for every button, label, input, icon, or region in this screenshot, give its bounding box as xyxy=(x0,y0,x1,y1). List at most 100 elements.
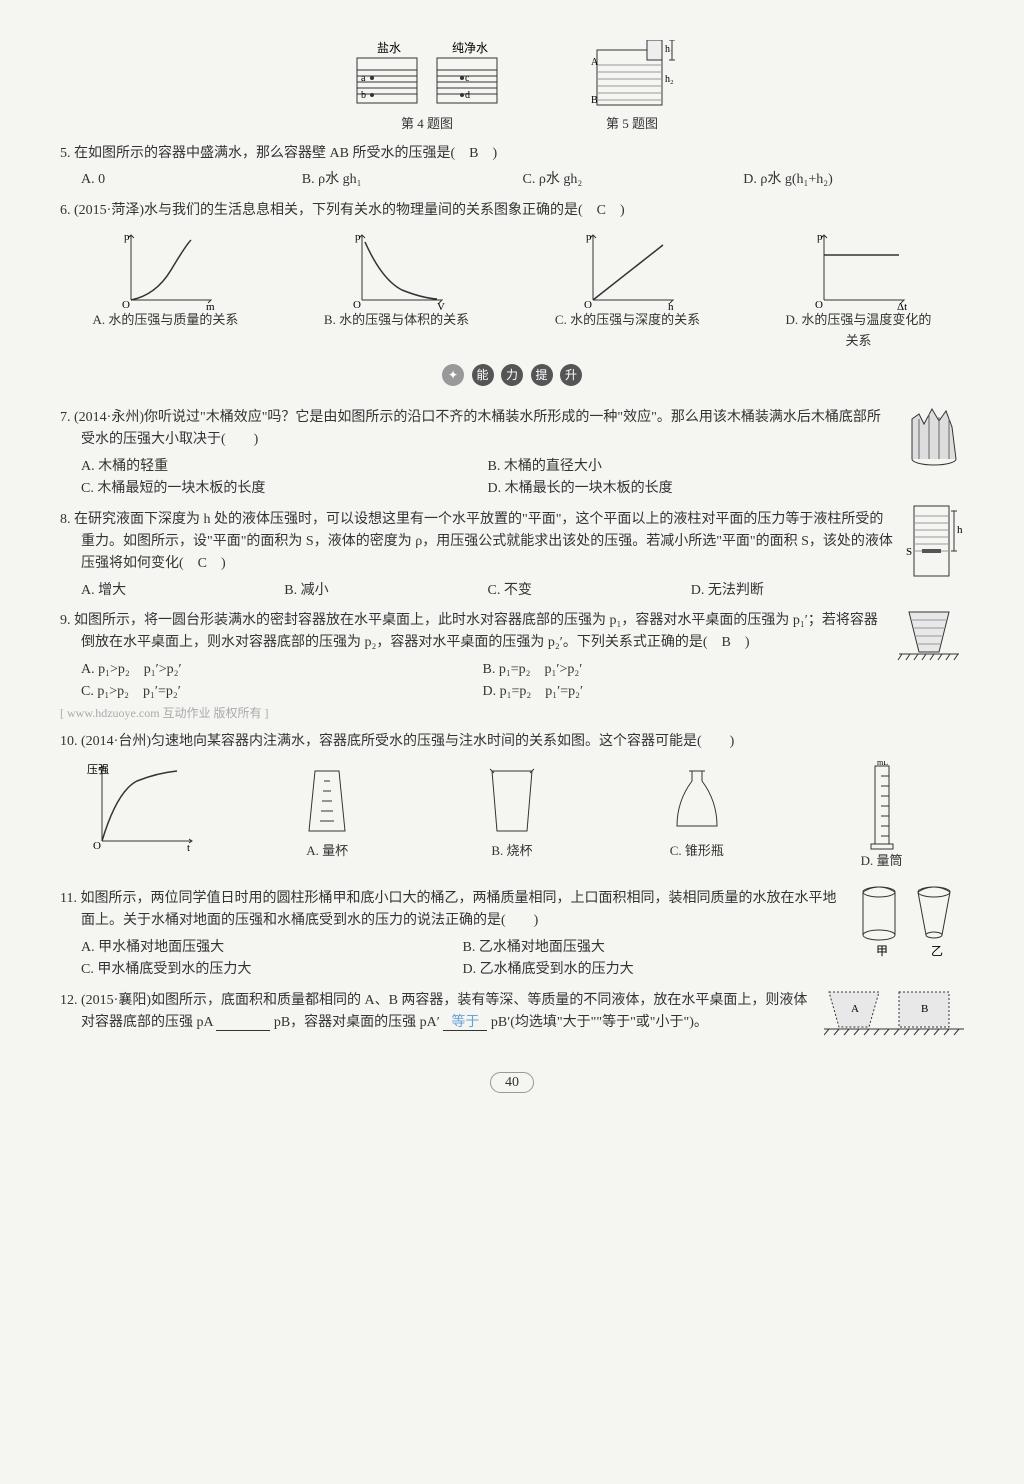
q10-b-label: B. 烧杯 xyxy=(437,841,587,862)
q11-opt-a: A. 甲水桶对地面压强大 xyxy=(81,937,463,959)
q12-mid: pB，容器对桌面的压强 pA′ xyxy=(274,1015,440,1030)
q6-b-label: B. 水的压强与体积的关系 xyxy=(322,310,472,331)
svg-text:p: p xyxy=(355,231,361,243)
svg-text:h: h xyxy=(668,301,674,310)
q7-opt-c: C. 木桶最短的一块木板的长度 xyxy=(81,478,488,500)
q10-d-label: D. 量筒 xyxy=(807,851,957,872)
svg-text:S: S xyxy=(906,546,912,558)
q6-d-label: D. 水的压强与温度变化的关系 xyxy=(784,310,934,352)
q5-opt-a: A. 0 xyxy=(81,169,302,191)
q6-c-label: C. 水的压强与深度的关系 xyxy=(553,310,703,331)
page-number-value: 40 xyxy=(490,1072,534,1093)
fig4-caption: 第 4 题图 xyxy=(337,114,517,135)
svg-text:O: O xyxy=(93,840,101,851)
badge-2: 力 xyxy=(501,364,523,386)
svg-text:a: a xyxy=(361,73,366,84)
badge-1: 能 xyxy=(472,364,494,386)
section-badge: ✦ 能 力 提 升 xyxy=(60,364,964,387)
fig4-left-label: 盐水 xyxy=(377,41,401,55)
svg-text:t: t xyxy=(187,842,190,851)
q8-opt-a: A. 增大 xyxy=(81,580,284,602)
svg-text:O: O xyxy=(122,299,130,310)
q12-blank-2: 等于 xyxy=(443,1015,487,1031)
svg-text:mL: mL xyxy=(877,761,888,767)
svg-text:B: B xyxy=(591,95,598,106)
q10-opt-b: B. 烧杯 xyxy=(437,761,587,872)
q9-opt-c: C. p₁>p₂ p₁′=p₂′ xyxy=(81,681,483,703)
q12-blank-1 xyxy=(216,1015,270,1031)
fig4-right-label: 纯净水 xyxy=(452,41,488,55)
fig5-caption: 第 5 题图 xyxy=(577,114,687,135)
q10-opt-d: mL D. 量筒 xyxy=(807,761,957,872)
page-number: 40 xyxy=(60,1072,964,1094)
q9-opt-d: D. p₁=p₂ p₁′=p₂′ xyxy=(483,681,885,703)
q11-figure: 甲 乙 xyxy=(854,880,964,960)
figure-4: 盐水 纯净水 a b c d 第 4 题图 xyxy=(337,40,517,135)
question-8: 8. 在研究液面下深度为 h 处的液体压强时，可以设想这里有一个水平放置的"平面… xyxy=(60,509,894,576)
q6-graphs: p m O A. 水的压强与质量的关系 p V O B. 水的压强与体积的关系 p h O … xyxy=(60,230,964,352)
svg-text:p: p xyxy=(817,231,823,243)
svg-text:Δt: Δt xyxy=(897,301,907,310)
svg-text:乙: 乙 xyxy=(931,944,943,958)
q7-figure xyxy=(904,399,964,469)
badge-deco-icon: ✦ xyxy=(442,364,464,386)
svg-text:p: p xyxy=(586,231,592,243)
svg-text:m: m xyxy=(206,301,215,310)
q12-end: pB′(均选填"大于""等于"或"小于")。 xyxy=(491,1015,708,1030)
svg-text:O: O xyxy=(815,299,823,310)
q5-opt-b: B. ρ水 gh₁ xyxy=(302,169,523,191)
svg-text:h: h xyxy=(957,524,963,536)
q11-opt-b: B. 乙水桶对地面压强大 xyxy=(463,937,845,959)
q6-graph-c: p h O C. 水的压强与深度的关系 xyxy=(553,230,703,352)
q10-a-label: A. 量杯 xyxy=(252,841,402,862)
q5-options: A. 0 B. ρ水 gh₁ C. ρ水 gh₂ D. ρ水 g(h₁+h₂) xyxy=(81,169,964,191)
question-7: 7. (2014·永州)你听说过"木桶效应"吗？它是由如图所示的沿口不齐的木桶装… xyxy=(60,407,894,452)
badge-4: 升 xyxy=(560,364,582,386)
q7-options: A. 木桶的轻重 B. 木桶的直径大小 C. 木桶最短的一块木板的长度 D. 木… xyxy=(81,456,894,501)
q8-options: A. 增大 B. 减小 C. 不变 D. 无法判断 xyxy=(81,580,894,602)
q9-figure xyxy=(894,602,964,672)
question-11: 11. 如图所示，两位同学值日时用的圆柱形桶甲和底小口大的桶乙，两桶质量相同，上… xyxy=(60,888,844,933)
q9-opt-b: B. p₁=p₂ p₁′>p₂′ xyxy=(483,659,885,681)
svg-text:O: O xyxy=(584,299,592,310)
q10-graph: 压强 t O xyxy=(67,761,217,872)
question-9: 9. 如图所示，将一圆台形装满水的密封容器放在水平桌面上，此时水对容器底部的压强… xyxy=(60,610,884,655)
fig5-svg: A B h₁ h₂ xyxy=(577,40,687,110)
q7-opt-d: D. 木桶最长的一块木板的长度 xyxy=(488,478,895,500)
svg-text:p: p xyxy=(124,231,130,243)
q9-opt-a: A. p₁>p₂ p₁′>p₂′ xyxy=(81,659,483,681)
svg-text:c: c xyxy=(465,73,470,84)
q8-opt-b: B. 减小 xyxy=(284,580,487,602)
q9-options: A. p₁>p₂ p₁′>p₂′ B. p₁=p₂ p₁′>p₂′ C. p₁>… xyxy=(81,659,884,704)
question-12: 12. (2015·襄阳)如图所示，底面积和质量都相同的 A、B 两容器，装有等… xyxy=(60,990,814,1035)
svg-text:V: V xyxy=(437,301,445,310)
figure-5: A B h₁ h₂ 第 5 题图 xyxy=(577,40,687,135)
q10-opt-c: C. 锥形瓶 xyxy=(622,761,772,872)
svg-text:压强: 压强 xyxy=(87,763,109,776)
q12-figure: A B xyxy=(824,982,964,1042)
badge-3: 提 xyxy=(531,364,553,386)
question-5: 5. 在如图所示的容器中盛满水，那么容器壁 AB 所受水的压强是( B ) xyxy=(60,143,964,165)
q8-figure: S h xyxy=(904,501,964,586)
q10-c-label: C. 锥形瓶 xyxy=(622,841,772,862)
q5-opt-d: D. ρ水 g(h₁+h₂) xyxy=(743,169,964,191)
svg-text:A: A xyxy=(851,1003,859,1015)
svg-text:B: B xyxy=(921,1003,928,1015)
q7-opt-a: A. 木桶的轻重 xyxy=(81,456,488,478)
svg-text:A: A xyxy=(591,57,599,68)
svg-text:b: b xyxy=(361,90,366,101)
svg-text:O: O xyxy=(353,299,361,310)
q6-a-label: A. 水的压强与质量的关系 xyxy=(91,310,241,331)
question-6: 6. (2015·菏泽)水与我们的生活息息相关，下列有关水的物理量间的关系图象正… xyxy=(60,200,964,222)
q6-graph-b: p V O B. 水的压强与体积的关系 xyxy=(322,230,472,352)
q7-opt-b: B. 木桶的直径大小 xyxy=(488,456,895,478)
q11-opt-c: C. 甲水桶底受到水的压力大 xyxy=(81,959,463,981)
q6-graph-a: p m O A. 水的压强与质量的关系 xyxy=(91,230,241,352)
svg-text:d: d xyxy=(465,90,470,101)
q8-opt-d: D. 无法判断 xyxy=(691,580,894,602)
q5-opt-c: C. ρ水 gh₂ xyxy=(523,169,744,191)
q10-row: 压强 t O A. 量杯 B. 烧杯 C. 锥形瓶 mL D. 量筒 xyxy=(60,761,964,872)
q8-opt-c: C. 不变 xyxy=(488,580,691,602)
top-figures-row: 盐水 纯净水 a b c d 第 4 题图 A B xyxy=(60,40,964,135)
q10-opt-a: A. 量杯 xyxy=(252,761,402,872)
